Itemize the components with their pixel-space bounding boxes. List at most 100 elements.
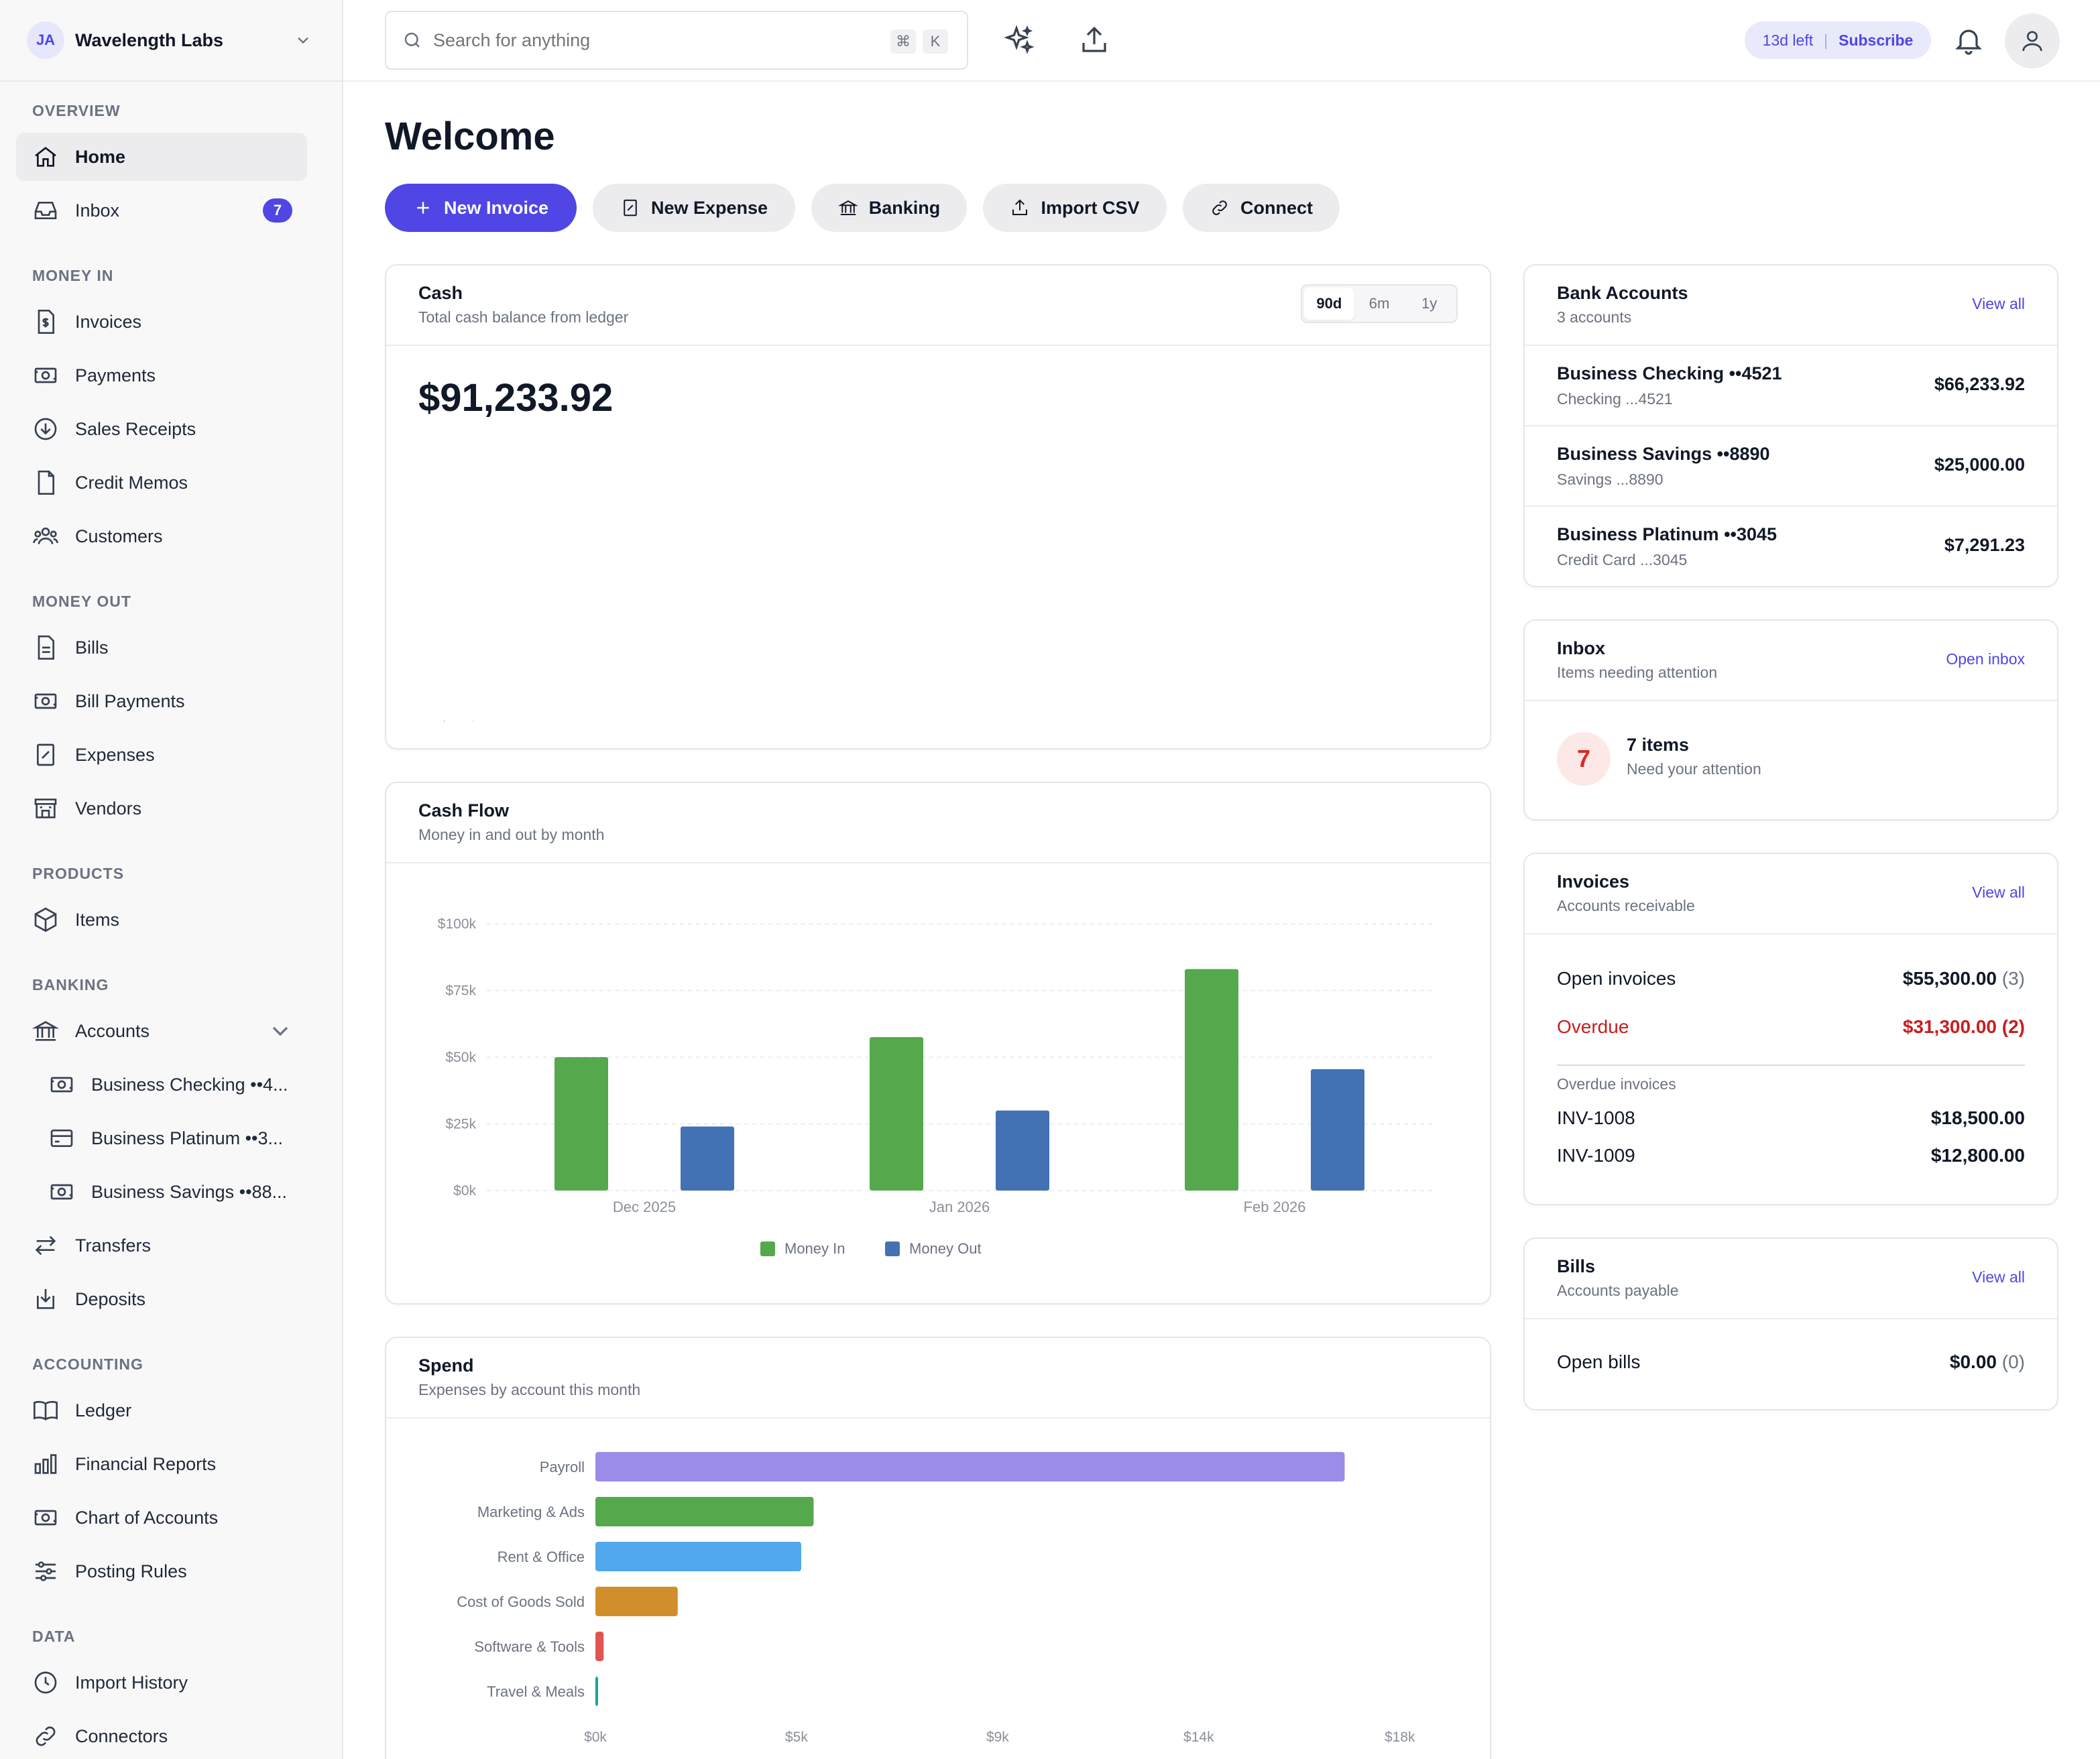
sparkles-icon[interactable] (1003, 24, 1035, 56)
bank-icon (32, 1021, 59, 1041)
y-tick-label: $100k (438, 916, 477, 932)
x-tick-label: $9k (986, 1730, 1009, 1745)
sidebar-item-label: Home (75, 146, 126, 167)
account-row[interactable]: Business Platinum ••3045 Credit Card ...… (1525, 507, 2057, 587)
user-avatar[interactable] (2005, 13, 2060, 68)
document-icon (38, 471, 54, 495)
sidebar-item-bills[interactable]: Bills (16, 623, 307, 672)
sidebar-item-label: Business Savings ••88... (91, 1181, 288, 1202)
divider (1557, 1065, 2025, 1066)
sidebar-item-transfers[interactable]: Transfers (16, 1221, 307, 1270)
inbox-icon (34, 202, 57, 219)
overdue-count: (2) (2001, 1016, 2025, 1037)
account-row[interactable]: Business Savings ••8890 Savings ...8890 … (1525, 426, 2057, 507)
upload-icon[interactable] (1078, 24, 1110, 56)
cash-card: Cash Total cash balance from ledger 90d … (385, 264, 1491, 749)
sidebar-item-chart-of-accounts[interactable]: Chart of Accounts (16, 1494, 307, 1542)
card-header: Spend Expenses by account this month (386, 1338, 1490, 1418)
sidebar-item-financial-reports[interactable]: Financial Reports (16, 1440, 307, 1488)
trial-banner[interactable]: 13d left | Subscribe (1745, 21, 1931, 59)
x-tick-label: Jan 2026 (929, 1199, 990, 1215)
sidebar-item-deposits[interactable]: Deposits (16, 1275, 307, 1323)
sidebar-item-label: Payments (75, 365, 156, 385)
connect-button[interactable]: Connect (1183, 184, 1340, 232)
open-bills-value: $0.00 (1949, 1351, 1997, 1372)
chevron-down-icon[interactable] (267, 1018, 294, 1044)
sidebar-item-sales-receipts[interactable]: Sales Receipts (16, 405, 307, 453)
sidebar-item-vendors[interactable]: Vendors (16, 784, 307, 833)
sidebar-item-bill-payments[interactable]: Bill Payments (16, 677, 307, 725)
subscribe-link[interactable]: Subscribe (1839, 31, 1914, 49)
x-tick-label: Dec 2025 (613, 1199, 676, 1215)
range-1y[interactable]: 1y (1421, 295, 1438, 312)
overdue-invoice-row[interactable]: INV-1008 $18,500.00 (1557, 1107, 2025, 1129)
open-inbox-link[interactable]: Open inbox (1946, 650, 2025, 668)
overdue-invoice-row[interactable]: INV-1009 $12,800.00 (1557, 1145, 2025, 1166)
account-type: Credit Card ...3045 (1557, 551, 1688, 568)
search-box[interactable]: ⌘ K (385, 11, 968, 70)
card-header: Bills Accounts payable View all (1525, 1239, 2057, 1319)
sidebar-item-connectors[interactable]: Connectors (16, 1712, 307, 1759)
cash-flow-bar-chart: $0k $25k $50k $75k $100k Dec 2025 Jan 2026 Feb … (438, 916, 1432, 1257)
sidebar-item-home[interactable]: Home (16, 133, 307, 181)
book-icon (34, 1400, 58, 1420)
sidebar-item-customers[interactable]: Customers (16, 512, 307, 560)
view-all-bills-link[interactable]: View all (1972, 1268, 2025, 1286)
bell-icon[interactable] (1952, 24, 1985, 56)
sidebar-item-ledger[interactable]: Ledger (16, 1386, 307, 1435)
import-csv-button[interactable]: Import CSV (983, 184, 1167, 232)
sidebar-item-inbox[interactable]: Inbox 7 (16, 186, 307, 235)
sidebar-item-business-checking[interactable]: Business Checking ••4... (32, 1060, 307, 1109)
view-all-invoices-link[interactable]: View all (1972, 884, 2025, 901)
spend-bar (595, 1677, 598, 1706)
account-name: Business Checking ••4521 (1557, 363, 1782, 383)
card-title: Inbox (1557, 638, 1605, 658)
card-subtitle: Expenses by account this month (418, 1381, 641, 1398)
card-header: Cash Total cash balance from ledger 90d … (386, 265, 1490, 346)
sidebar-item-import-history[interactable]: Import History (16, 1658, 307, 1707)
sidebar-item-business-platinum[interactable]: Business Platinum ••3... (32, 1114, 307, 1162)
section-money-out: MONEY OUT (32, 593, 131, 610)
org-switcher[interactable]: JA Wavelength Labs (0, 0, 342, 82)
sidebar-item-posting-rules[interactable]: Posting Rules (16, 1547, 307, 1595)
sidebar-item-business-savings[interactable]: Business Savings ••88... (32, 1168, 307, 1216)
org-name: Wavelength Labs (75, 29, 224, 50)
cash-balance: $91,233.92 (418, 376, 614, 420)
sidebar-item-credit-memos[interactable]: Credit Memos (16, 459, 307, 507)
credit-card-icon (50, 1130, 73, 1147)
account-balance: $7,291.23 (1944, 535, 2025, 555)
inbox-items-label: 7 items (1627, 735, 1690, 755)
inbox-count-circle: 7 (1557, 732, 1611, 786)
sidebar-item-expenses[interactable]: Expenses (16, 731, 307, 779)
new-invoice-button[interactable]: New Invoice (385, 184, 577, 232)
card-header: Bank Accounts 3 accounts View all (1525, 265, 2057, 346)
card-title: Bills (1557, 1256, 1596, 1276)
range-90d[interactable]: 90d (1304, 288, 1354, 320)
view-all-accounts-link[interactable]: View all (1972, 295, 2025, 312)
document-lines-icon (38, 635, 54, 660)
sidebar-item-invoices[interactable]: Invoices (16, 298, 307, 346)
sidebar-item-accounts[interactable]: Accounts (16, 1007, 307, 1055)
card-title: Spend (418, 1355, 474, 1376)
bar-money-out (1311, 1069, 1364, 1191)
plus-icon (417, 202, 429, 214)
card-header: Invoices Accounts receivable View all (1525, 854, 2057, 934)
download-circle-icon (34, 418, 57, 440)
bar-money-out (996, 1110, 1049, 1191)
sidebar-item-payments[interactable]: Payments (16, 351, 307, 400)
section-data: DATA (32, 1628, 76, 1645)
open-invoices-row[interactable]: Open invoices $55,300.00 (3) (1557, 968, 2025, 989)
cash-icon (34, 367, 57, 383)
account-row[interactable]: Business Checking ••4521 Checking ...452… (1525, 346, 2057, 426)
banking-button[interactable]: Banking (811, 184, 967, 232)
new-expense-button[interactable]: New Expense (593, 184, 795, 232)
sidebar-item-label: Accounts (75, 1020, 150, 1041)
section-overview: OVERVIEW (32, 102, 121, 119)
sidebar-item-items[interactable]: Items (16, 896, 307, 944)
overdue-row[interactable]: Overdue $31,300.00 (2) (1557, 1016, 2025, 1038)
card-subtitle: Accounts payable (1557, 1282, 1679, 1299)
sidebar-item-label: Vendors (75, 798, 142, 818)
open-bills-row[interactable]: Open bills $0.00 (0) (1557, 1351, 2025, 1373)
search-input[interactable] (433, 29, 862, 51)
range-6m[interactable]: 6m (1368, 295, 1390, 312)
